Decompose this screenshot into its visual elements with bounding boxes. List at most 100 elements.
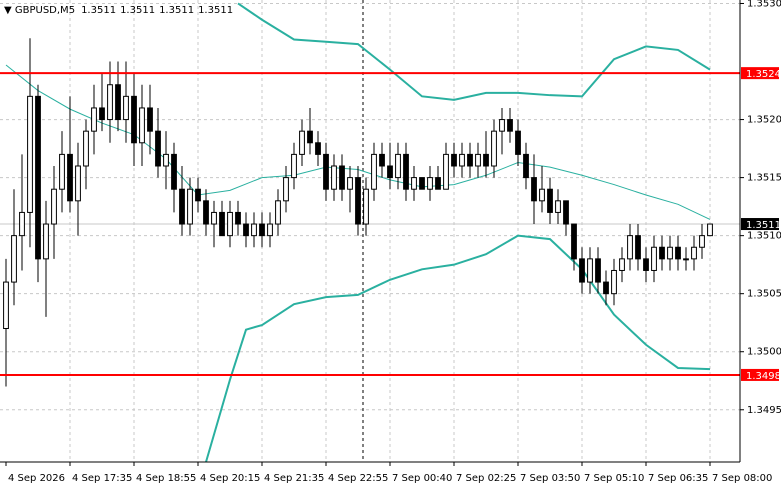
level-label: 1.3524	[746, 69, 781, 80]
x-tick-label: 7 Sep 02:25	[456, 473, 516, 484]
candle-body	[643, 258, 649, 271]
candle-body	[163, 153, 169, 167]
y-tick-label: 1.3520	[747, 115, 781, 126]
candle-body	[571, 223, 577, 260]
candle-body	[19, 211, 25, 237]
y-tick-label: 1.3500	[747, 347, 781, 358]
candle-body	[539, 188, 545, 202]
candle-body	[523, 153, 529, 179]
x-tick-label: 7 Sep 08:00	[712, 473, 772, 484]
candle-body	[155, 130, 161, 167]
candle-body	[355, 177, 361, 225]
candle-body	[563, 200, 569, 225]
candle-body	[59, 153, 65, 190]
candle-body	[43, 223, 49, 260]
candle-body	[227, 211, 233, 237]
candle-body	[283, 177, 289, 202]
candle-body	[427, 177, 433, 190]
x-tick-label: 4 Sep 22:55	[328, 473, 388, 484]
symbol: GBPUSD,M5	[15, 5, 75, 16]
level-label-box	[741, 368, 779, 381]
y-tick-label: 1.3510	[747, 231, 781, 242]
candle-body	[203, 200, 209, 225]
x-tick-label: 4 Sep 21:35	[264, 473, 324, 484]
candle-body	[555, 200, 561, 213]
candle-body	[99, 107, 105, 121]
candle-body	[131, 95, 137, 144]
close: 1.3511	[198, 5, 233, 16]
candle-body	[683, 258, 689, 261]
last-price-box	[741, 218, 779, 231]
candle-body	[275, 200, 281, 225]
candle-body	[467, 153, 473, 167]
candle-body	[651, 246, 657, 271]
candle-body	[659, 246, 665, 260]
candle-body	[395, 153, 401, 179]
candle-body	[475, 153, 481, 167]
candle-body	[451, 153, 457, 167]
candle-body	[403, 153, 409, 190]
candle-body	[211, 211, 217, 225]
candle-body	[619, 258, 625, 271]
x-tick-label: 7 Sep 05:10	[584, 473, 644, 484]
candle-body	[179, 188, 185, 225]
candle-body	[123, 95, 129, 121]
candle-body	[139, 107, 145, 144]
candle-body	[307, 130, 313, 144]
candle-body	[499, 119, 505, 132]
candle-body	[483, 153, 489, 167]
x-tick-label: 7 Sep 03:50	[520, 473, 580, 484]
band-line	[205, 234, 711, 463]
level-label: 1.3498	[746, 371, 781, 382]
candle-body	[267, 223, 273, 237]
candle-body	[443, 153, 449, 190]
candle-body	[147, 107, 153, 132]
candle-body	[259, 223, 265, 237]
candle-body	[667, 246, 673, 260]
candle-body	[171, 153, 177, 190]
high: 1.3511	[120, 5, 155, 16]
candle-body	[291, 153, 297, 179]
candle-body	[363, 188, 369, 225]
candle-body	[35, 95, 41, 260]
candle-body	[691, 246, 697, 260]
candle-body	[603, 281, 609, 295]
candle-body	[435, 177, 441, 190]
candle-body	[491, 130, 497, 167]
candle-body	[635, 235, 641, 260]
y-tick-label: 1.3495	[747, 405, 781, 416]
collapse-icon: ▼	[4, 5, 15, 16]
candle-body	[699, 235, 705, 248]
chart-title: ▼ GBPUSD,M5 1.3511 1.3511 1.3511 1.3511	[4, 5, 233, 16]
candle-body	[459, 153, 465, 167]
candle-body	[27, 95, 33, 213]
candle-body	[531, 177, 537, 202]
candle-body	[331, 165, 337, 190]
candle-body	[11, 235, 17, 283]
y-tick-label: 1.3505	[747, 289, 781, 300]
candle-body	[299, 130, 305, 155]
candle-body	[611, 269, 617, 295]
candle-body	[115, 84, 121, 121]
band-line	[237, 2, 711, 101]
x-tick-label: 7 Sep 06:35	[648, 473, 708, 484]
low: 1.3511	[159, 5, 194, 16]
candle-body	[107, 84, 113, 121]
open: 1.3511	[81, 5, 116, 16]
candle-body	[595, 258, 601, 283]
candle-body	[411, 177, 417, 190]
x-tick-label: 4 Sep 20:15	[200, 473, 260, 484]
last-price-label: 1.3511	[746, 220, 781, 231]
candle-body	[707, 223, 713, 237]
candle-body	[323, 153, 329, 190]
candle-body	[315, 142, 321, 155]
candle-body	[515, 130, 521, 155]
candle-body	[91, 107, 97, 132]
candle-body	[371, 153, 377, 190]
candle-body	[219, 211, 225, 237]
candle-body	[251, 223, 257, 237]
candle-body	[187, 188, 193, 225]
candle-body	[75, 165, 81, 202]
candle-body	[347, 177, 353, 190]
